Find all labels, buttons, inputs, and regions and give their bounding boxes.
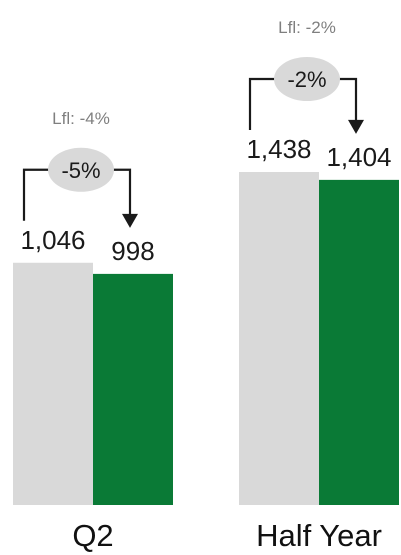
change-label: -5% — [61, 158, 100, 183]
category-label: Half Year — [256, 518, 382, 553]
change-bubble — [274, 57, 340, 101]
arrow-down-icon — [122, 213, 138, 228]
lfl-label: Lfl: -2% — [278, 18, 336, 37]
category-label: Q2 — [72, 518, 113, 553]
data-label: 998 — [111, 236, 154, 266]
lfl-label: Lfl: -4% — [52, 109, 110, 128]
bar — [13, 262, 93, 505]
data-label: 1,046 — [20, 225, 85, 255]
chart-marks: 1,046 998 Q2 -5% Lfl: -4% 1,438 1,404 Half Year… — [13, 18, 399, 553]
bar — [93, 273, 173, 505]
change-label: -2% — [287, 67, 326, 92]
change-bubble — [48, 147, 114, 192]
data-label: 1,404 — [326, 142, 391, 172]
bar — [319, 179, 399, 506]
arrow-down-icon — [348, 119, 364, 134]
bar — [239, 172, 319, 505]
data-label: 1,438 — [246, 134, 311, 164]
